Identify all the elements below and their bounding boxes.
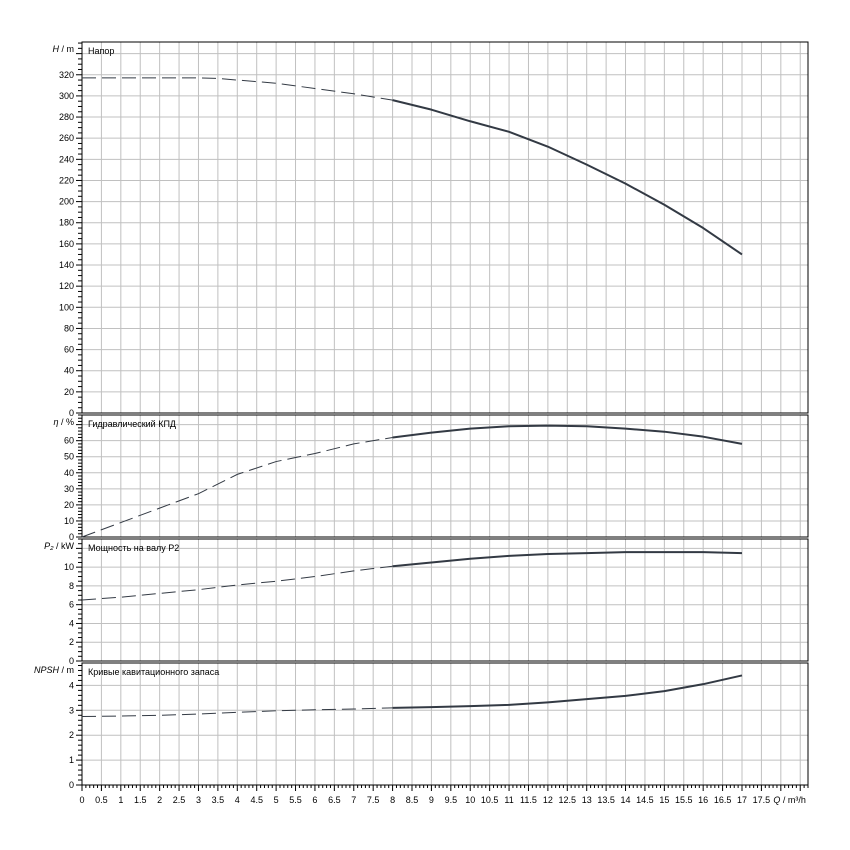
- x-axis-label: Q / m³/h: [773, 795, 806, 805]
- y-axis-label: NPSH / m: [34, 665, 74, 675]
- y-tick-label: 120: [59, 281, 74, 291]
- y-tick-label: 0: [69, 656, 74, 666]
- y-tick-label: 4: [69, 680, 74, 690]
- panel-frame: [81, 414, 809, 538]
- x-tick-label: 17: [737, 795, 747, 805]
- x-tick-label: 13.5: [597, 795, 615, 805]
- x-tick-label: 2.5: [173, 795, 186, 805]
- x-tick-label: 7: [351, 795, 356, 805]
- y-tick-label: 10: [64, 562, 74, 572]
- y-tick-label: 200: [59, 197, 74, 207]
- y-tick-label: 6: [69, 600, 74, 610]
- x-tick-label: 0: [79, 795, 84, 805]
- x-tick-label: 13: [582, 795, 592, 805]
- panel-0: 0 20 40 60 80 100 120 140 160 180 200 220 240 260 280 3…: [53, 41, 809, 418]
- y-tick-label: 60: [64, 345, 74, 355]
- panel-frame: [81, 662, 809, 786]
- x-tick-label: 8.5: [406, 795, 419, 805]
- x-tick-label: 1: [118, 795, 123, 805]
- y-tick-label: 1: [69, 755, 74, 765]
- x-axis: 0 0.5 1 1.5 2 2.5 3 3.5 4 4.5 5 5.5 6 6.5 7 7.5 8 8.5 9 9.5…: [79, 785, 809, 805]
- y-tick-label: 40: [64, 468, 74, 478]
- y-tick-label: 4: [69, 618, 74, 628]
- y-tick-label: 0: [69, 532, 74, 542]
- x-tick-label: 1.5: [134, 795, 147, 805]
- x-tick-label: 6.5: [328, 795, 341, 805]
- curve-dashed: [81, 707, 393, 718]
- y-tick-label: 260: [59, 133, 74, 143]
- y-axis-label: H / m: [53, 44, 75, 54]
- y-tick-label: 320: [59, 70, 74, 80]
- panel-title: Кривые кавитационного запаса: [88, 667, 219, 677]
- x-tick-label: 15.5: [675, 795, 693, 805]
- curve-solid: [392, 424, 743, 445]
- x-tick-label: 4.5: [250, 795, 263, 805]
- y-tick-label: 180: [59, 218, 74, 228]
- y-tick-label: 20: [64, 500, 74, 510]
- panel-frame: [81, 41, 809, 414]
- x-tick-label: 17.5: [753, 795, 771, 805]
- curve-solid: [392, 674, 743, 709]
- x-tick-label: 5: [274, 795, 279, 805]
- y-tick-label: 240: [59, 154, 74, 164]
- y-tick-label: 160: [59, 239, 74, 249]
- x-tick-label: 2: [157, 795, 162, 805]
- x-tick-label: 16.5: [714, 795, 732, 805]
- y-tick-label: 20: [64, 387, 74, 397]
- y-tick-label: 50: [64, 452, 74, 462]
- x-tick-label: 4: [235, 795, 240, 805]
- curve-solid: [392, 551, 743, 568]
- y-tick-label: 2: [69, 637, 74, 647]
- x-tick-label: 9: [429, 795, 434, 805]
- panel-3: 0 1 2 3 4 NPSH / m Кривые кавитационного запас…: [34, 662, 809, 790]
- x-tick-label: 16: [698, 795, 708, 805]
- curve-solid: [392, 99, 743, 256]
- x-tick-label: 0.5: [95, 795, 108, 805]
- panel-title: Гидравлический КПД: [88, 419, 176, 429]
- panel-1: 0 10 20 30 40 50 60 η / % Гидравлический КПД: [53, 414, 809, 542]
- x-tick-label: 12.5: [559, 795, 577, 805]
- y-tick-label: 300: [59, 91, 74, 101]
- y-tick-label: 2: [69, 730, 74, 740]
- y-tick-label: 0: [69, 780, 74, 790]
- x-tick-label: 7.5: [367, 795, 380, 805]
- x-tick-label: 10.5: [481, 795, 499, 805]
- x-tick-label: 3: [196, 795, 201, 805]
- y-tick-label: 0: [69, 408, 74, 418]
- x-tick-label: 15: [659, 795, 669, 805]
- x-tick-label: 3.5: [212, 795, 225, 805]
- y-tick-label: 280: [59, 112, 74, 122]
- y-tick-label: 8: [69, 581, 74, 591]
- y-tick-label: 220: [59, 175, 74, 185]
- x-tick-label: 10: [465, 795, 475, 805]
- curve-dashed: [82, 77, 393, 101]
- y-tick-label: 80: [64, 323, 74, 333]
- y-tick-label: 30: [64, 484, 74, 494]
- curve-dashed: [81, 565, 393, 601]
- x-tick-label: 11.5: [520, 795, 537, 805]
- y-tick-label: 100: [59, 302, 74, 312]
- y-tick-label: 140: [59, 260, 74, 270]
- x-tick-label: 8: [390, 795, 395, 805]
- x-tick-label: 14.5: [636, 795, 654, 805]
- x-tick-label: 5.5: [289, 795, 302, 805]
- y-tick-label: 10: [64, 516, 74, 526]
- y-tick-label: 60: [64, 436, 74, 446]
- x-tick-label: 14: [621, 795, 631, 805]
- panel-2: 0 2 4 6 8 10 P₂ / kW Мощность на валу P2: [44, 538, 809, 666]
- x-tick-label: 12: [543, 795, 553, 805]
- x-tick-label: 6: [312, 795, 317, 805]
- y-tick-label: 3: [69, 705, 74, 715]
- panel-title: Мощность на валу P2: [88, 543, 179, 553]
- y-axis-label: η / %: [53, 417, 74, 427]
- panel-title: Напор: [88, 46, 114, 56]
- curve-dashed: [81, 436, 393, 538]
- y-tick-label: 40: [64, 366, 74, 376]
- x-tick-label: 11: [504, 795, 513, 805]
- x-tick-label: 9.5: [445, 795, 458, 805]
- y-axis-label: P₂ / kW: [44, 541, 74, 551]
